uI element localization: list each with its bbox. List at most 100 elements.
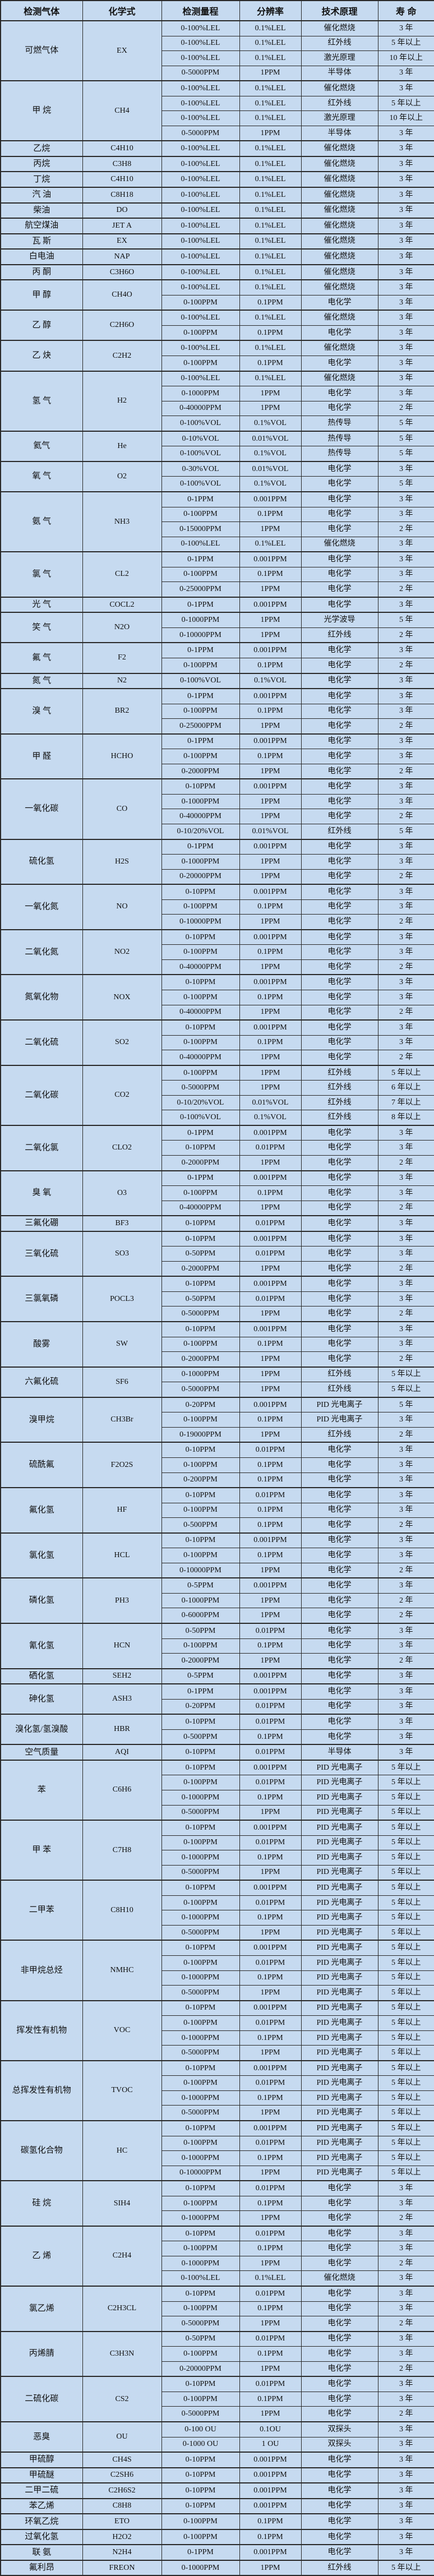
range-cell: 0-40000PPM [161,1050,240,1066]
range-cell: 0-10PPM [161,2120,240,2136]
range-cell: 0-100%LEL [161,370,240,387]
table-row: 三氟化硼 BF3 0-10PPM 0.01PPM 电化学 3 年 [0,1215,434,1232]
lifespan-cell: 5 年以上 [377,2090,434,2106]
resolution-cell: 0.1%LEL [239,2270,302,2287]
table-row: 甲 苯 C7H8 0-10PPM 0.001PPM PID 光电离子 5 年以上 [0,1820,434,1881]
table-row: 0-5000PPM 1PPM 电化学 2 年 [1,1306,434,1322]
range-cell: 0-30%VOL [161,460,240,477]
range-cell: 0-100PPM [161,506,240,523]
lifespan-cell: 3 年 [377,2376,434,2392]
range-cell: 0-1000PPM [161,2030,240,2046]
resolution-cell: 1PPM [239,1562,302,1578]
principle-cell: 红外线 [301,1095,378,1111]
resolution-cell: 0.001PPM [239,1230,302,1247]
lifespan-cell: 3 年 [377,1230,434,1247]
range-cell: 0-10PPM [161,974,240,991]
gas-name-cell: 可燃气体 [0,20,83,81]
principle-cell: 电化学 [301,1577,378,1594]
principle-cell: PID 光电离子 [301,2015,378,2031]
table-row: 0-500PPM 0.1PPM 电化学 3 年 [1,1729,434,1745]
principle-cell: 电化学 [301,1622,378,1639]
lifespan-cell: 2 年 [377,2406,434,2422]
principle-cell: 红外线 [301,95,378,112]
lifespan-cell: 3 年 [377,2528,434,2545]
formula-cell: F2O2S [82,1442,162,1488]
gas-name-cell: 乙 炔 [0,340,83,372]
table-row: 氮氧化物 NOX 0-10PPM 0.001PPM 电化学 3 年 [0,974,434,1021]
resolution-cell: 0.1PPM [239,1850,302,1866]
resolution-cell: 0.1PPM [239,2241,302,2256]
principle-cell: 激光原理 [301,110,378,126]
resolution-cell: 1PPM [239,809,302,824]
range-cell: 0-100PPM [161,2195,240,2212]
lifespan-cell: 10 年以上 [377,110,434,126]
range-cell: 0-1000PPM [161,1366,240,1383]
formula-cell: C2H6O [82,310,162,341]
range-cell: 0-100PPM [161,2528,240,2545]
lifespan-cell: 5 年以上 [377,1775,434,1790]
range-cell: 0-500PPM [161,1517,240,1534]
principle-cell: 电化学 [301,1140,378,1156]
resolution-cell: 0.001PPM [239,1820,302,1836]
principle-cell: 催化燃烧 [301,340,378,357]
principle-cell: 电化学 [301,838,378,855]
principle-cell: 红外线 [301,823,378,840]
range-cell: 0-1PPM [161,1124,240,1141]
lifespan-cell: 2 年 [377,2316,434,2332]
table-row: 二甲苯 C8H10 0-10PPM 0.001PPM PID 光电离子 5 年以上 [0,1880,434,1941]
resolution-cell: 0.001PPM [239,1396,302,1413]
lifespan-cell: 5 年 [377,416,434,432]
gas-name-cell: 一氧化氮 [0,884,83,930]
table-row: 乙 烯 C2H4 0-10PPM 0.01PPM 电化学 3 年 [0,2225,434,2287]
table-row: 0-100PPM 0.1PPM 电化学 3 年 [1,2241,434,2256]
resolution-cell: 0.1OU [239,2421,302,2437]
principle-cell: 电化学 [301,809,378,824]
table-row: 0-100%LEL 0.1%LEL 激光原理 10 年以上 [1,50,434,66]
table-row: 0-500PPM 0.1PPM 电化学 2 年 [1,1517,434,1534]
formula-cell: C8H8 [82,2497,162,2514]
lifespan-cell: 5 年以上 [377,1924,434,1941]
range-cell: 0-20000PPM [161,2361,240,2377]
range-cell: 0-1000PPM [161,1910,240,1926]
principle-cell: PID 光电离子 [301,2030,378,2046]
range-cell: 0-10PPM [161,1019,240,1036]
range-cell: 0-15000PPM [161,521,240,537]
formula-cell: C8H18 [82,187,162,204]
resolution-cell: 0.01PPM [239,1714,302,1730]
table-row: 0-5000PPM 1PPM PID 光电离子 5 年以上 [1,2045,434,2061]
formula-cell: HF [82,1487,162,1534]
resolution-cell: 0.01PPM [239,2376,302,2392]
lifespan-cell: 3 年 [377,248,434,265]
range-cell: 0-100PPM [161,1064,240,1081]
gas-name-cell: 苯乙烯 [0,2497,83,2514]
principle-cell: 催化燃烧 [301,536,378,552]
range-cell: 0-100PPM [161,944,240,960]
range-cell: 0-1000PPM [161,854,240,870]
principle-cell: 红外线 [301,2559,378,2576]
table-row: 汽 油 C8H18 0-100%LEL 0.1%LEL 催化燃烧 3 年 [0,187,434,204]
principle-cell: 电化学 [301,1336,378,1352]
formula-cell: CL2 [82,551,162,598]
gas-name-cell: 甲 醇 [0,279,83,311]
lifespan-cell: 2 年 [377,1653,434,1669]
principle-cell: 红外线 [301,627,378,643]
formula-cell: C8H10 [82,1880,162,1941]
principle-cell: 电化学 [301,2544,378,2561]
range-cell: 0-1000PPM [161,386,240,401]
range-cell: 0-100PPM [161,1835,240,1851]
gas-name-cell: 柴油 [0,202,83,219]
resolution-cell: 1PPM [239,1080,302,1096]
resolution-cell: 0.001PPM [239,491,302,507]
lifespan-cell: 3 年 [377,1638,434,1654]
lifespan-cell: 3 年 [377,2286,434,2302]
formula-cell: C6H6 [82,1759,162,1821]
table-row: 0-100%VOL 0.1%VOL 热传导 5 年 [1,416,434,432]
range-cell: 0-100%LEL [161,202,240,219]
table-row: 苯乙烯 C8H8 0-10PPM 0.001PPM 电化学 3 年 [0,2497,434,2514]
principle-cell: 电化学 [301,1306,378,1322]
gas-name-cell: 空气质量 [0,1744,83,1761]
gas-name-cell: 溴甲烷 [0,1396,83,1443]
principle-cell: PID 光电离子 [301,1850,378,1866]
formula-cell: CH4O [82,279,162,311]
principle-cell: 电化学 [301,2391,378,2407]
